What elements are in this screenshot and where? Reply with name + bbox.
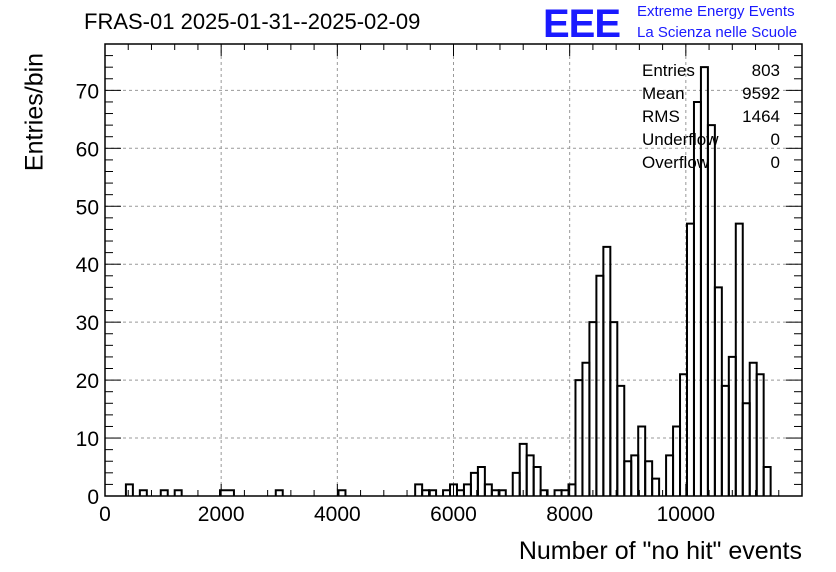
histogram-bin [734, 222, 744, 496]
stat-mean: Mean 9592 [642, 82, 780, 105]
stat-underflow: Underflow 0 [642, 128, 780, 151]
histogram-bin [337, 489, 347, 496]
histogram-bin [706, 124, 716, 496]
histogram-bin [581, 361, 591, 496]
histogram-bin [497, 489, 507, 496]
stat-mean-label: Mean [642, 84, 685, 103]
stat-mean-value: 9592 [742, 84, 780, 103]
x-axis-label: Number of "no hit" events [518, 537, 802, 565]
eee-logo: EEE [543, 2, 621, 46]
histogram-bin [490, 489, 500, 496]
histogram-bin [672, 425, 682, 496]
histogram-bin [609, 321, 619, 496]
stats-box: Entries 803 Mean 9592 RMS 1464 Underflow… [642, 59, 780, 174]
histogram-bin [623, 460, 633, 496]
histogram-bin [637, 425, 647, 496]
histogram-bin [518, 442, 528, 496]
histogram-bin [532, 466, 542, 496]
chart-title: FRAS-01 2025-01-31--2025-02-09 [84, 9, 421, 34]
x-tick-label: 4000 [314, 503, 361, 526]
histogram-bin [762, 466, 772, 496]
histogram-bin [748, 361, 758, 496]
stat-rms: RMS 1464 [642, 105, 780, 128]
histogram-bin [644, 460, 654, 496]
histogram-bin [483, 483, 493, 496]
stat-overflow-value: 0 [770, 153, 780, 172]
histogram-bin [173, 489, 183, 496]
stat-underflow-value: 0 [770, 130, 780, 149]
y-tick-label: 60 [76, 138, 99, 161]
histogram-bin [428, 489, 438, 496]
x-tick-label: 0 [99, 503, 111, 526]
stat-underflow-label: Underflow [642, 130, 719, 149]
y-tick-label: 10 [76, 428, 99, 451]
histogram-bin [595, 274, 605, 496]
histogram-bin [665, 454, 675, 496]
logo-line-1: Extreme Energy Events [637, 3, 795, 20]
x-tick-label: 2000 [198, 503, 245, 526]
histogram-bin [421, 489, 431, 496]
stat-entries-label: Entries [642, 61, 695, 80]
y-tick-label: 0 [87, 486, 99, 509]
histogram-bin [414, 483, 424, 496]
histogram-bin [755, 373, 765, 496]
histogram-bin [274, 489, 284, 496]
histogram-bin [442, 489, 452, 496]
x-tick-label: 10000 [657, 503, 715, 526]
stat-overflow: Overflow 0 [642, 151, 780, 174]
histogram-bin [588, 321, 598, 496]
stat-entries: Entries 803 [642, 59, 780, 82]
histogram-bin [741, 402, 751, 496]
histogram-bin [553, 489, 563, 496]
y-tick-label: 40 [76, 254, 99, 277]
y-axis-label: Entries/bin [20, 52, 49, 172]
histogram-bin [219, 489, 235, 496]
histogram-bin [720, 384, 730, 496]
stat-rms-label: RMS [642, 107, 680, 126]
x-tick-label: 8000 [546, 503, 593, 526]
histogram-bin [602, 245, 612, 496]
y-tick-label: 70 [76, 80, 99, 103]
histogram-bin [462, 483, 472, 496]
histogram-bin [560, 489, 570, 496]
histogram-bin [124, 483, 134, 496]
histogram-bin [511, 471, 521, 496]
histogram-bin [455, 489, 465, 496]
histogram-bin [539, 489, 549, 496]
y-tick-label: 30 [76, 312, 99, 335]
logo-line-2: La Scienza nelle Scuole [637, 24, 798, 41]
histogram-bin [159, 489, 169, 496]
y-tick-label: 20 [76, 370, 99, 393]
y-tick-label: 50 [76, 196, 99, 219]
histogram-bin [616, 384, 626, 496]
histogram-bin [713, 286, 723, 496]
histogram-bin [630, 454, 640, 496]
stat-entries-value: 803 [751, 61, 780, 80]
stat-overflow-label: Overflow [642, 153, 710, 172]
histogram-bin [651, 477, 661, 496]
histogram-bin [525, 454, 535, 496]
histogram-bin [476, 466, 486, 496]
stat-rms-value: 1464 [742, 107, 780, 126]
histogram-bin [727, 355, 737, 496]
histogram-bin [138, 489, 148, 496]
x-tick-label: 6000 [430, 503, 477, 526]
